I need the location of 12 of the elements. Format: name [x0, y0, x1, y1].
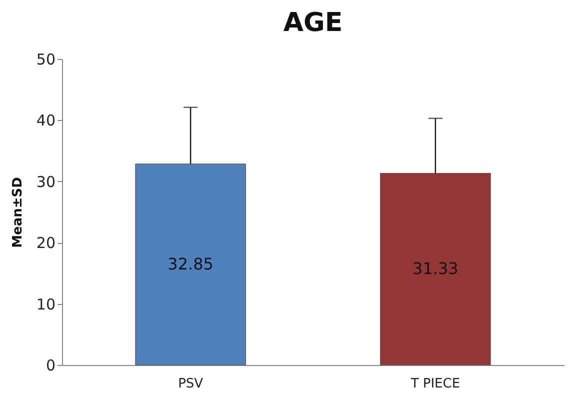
x-tick-label: PSV — [178, 376, 204, 392]
data-label: 31.33 — [412, 259, 458, 278]
chart-title: AGE — [283, 8, 343, 38]
data-label: 32.85 — [168, 254, 214, 274]
x-tick-label: T PIECE — [410, 376, 460, 392]
y-tick-label: 0 — [46, 356, 56, 374]
y-tick-label: 10 — [36, 295, 56, 314]
y-axis-title: Mean±SD — [10, 176, 26, 248]
y-tick-label: 50 — [36, 50, 56, 68]
y-tick-label: 30 — [36, 172, 56, 191]
y-tick-label: 20 — [36, 234, 56, 252]
y-tick-label: 40 — [36, 112, 56, 130]
